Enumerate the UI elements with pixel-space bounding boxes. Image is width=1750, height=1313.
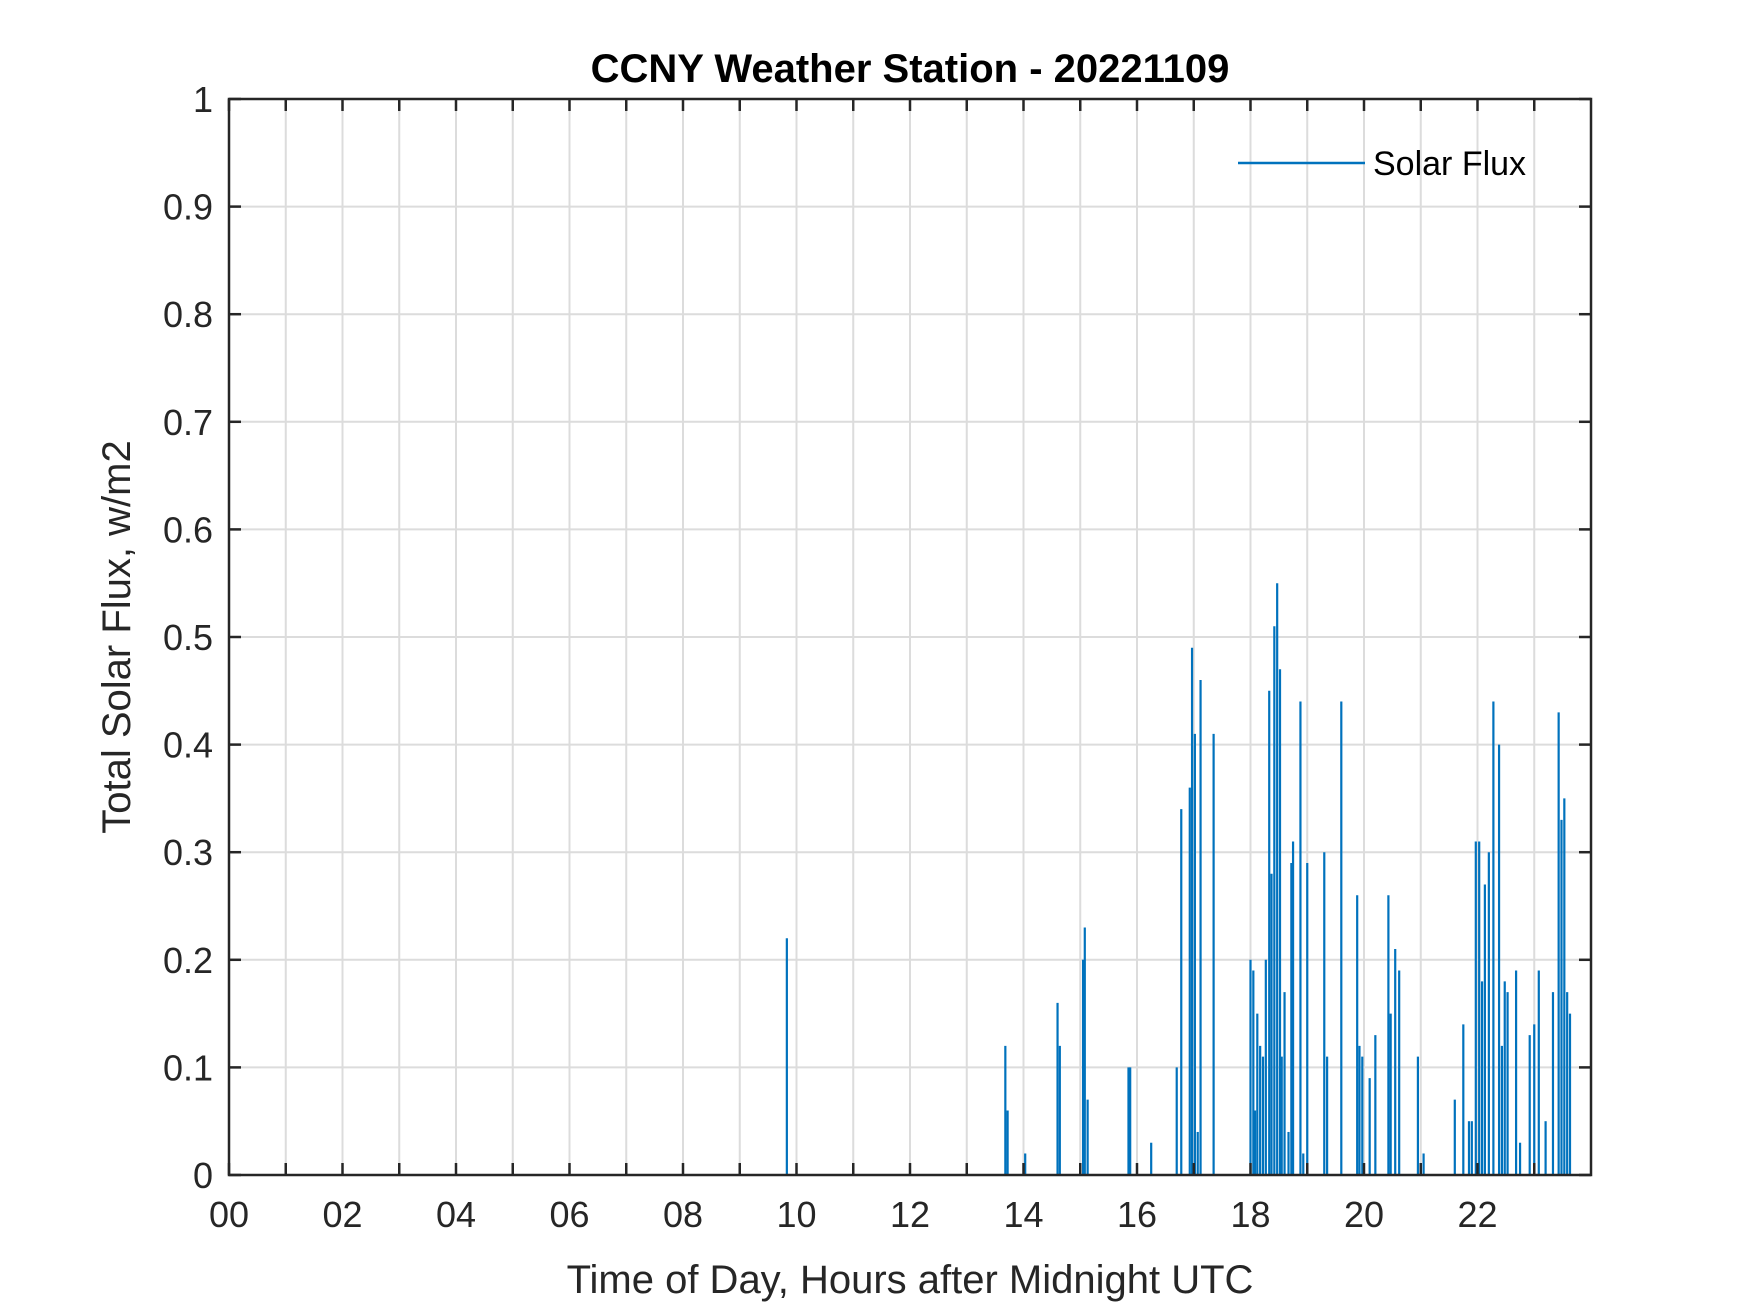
x-axis-label: Time of Day, Hours after Midnight UTC [567,1258,1254,1302]
y-tick-labels: 0 0.1 0.2 0.3 0.4 0.5 0.6 0.7 0.8 0.9 1 [163,79,213,1196]
x-tick-label: 14 [1003,1194,1043,1235]
x-tick-label: 18 [1230,1194,1270,1235]
x-tick-label: 10 [776,1194,816,1235]
data-series-solar-flux [785,583,1572,1175]
y-tick-label: 1 [193,79,213,120]
x-tick-labels: 00 02 04 06 08 10 12 14 16 18 20 22 [209,1194,1498,1235]
legend: Solar Flux [1238,145,1526,183]
legend-label-solar-flux: Solar Flux [1373,145,1526,183]
x-tick-label: 00 [209,1194,249,1235]
x-tick-label: 20 [1344,1194,1384,1235]
y-tick-label: 0.4 [163,725,213,766]
y-axis-label: Total Solar Flux, w/m2 [95,440,139,833]
x-tick-label: 08 [663,1194,703,1235]
y-tick-label: 0 [193,1155,213,1196]
y-tick-label: 0.5 [163,617,213,658]
y-tick-label: 0.1 [163,1047,213,1088]
x-tick-label: 02 [322,1194,362,1235]
grid-lines [229,99,1591,1175]
y-tick-label: 0.8 [163,294,213,335]
chart-title: CCNY Weather Station - 20221109 [591,47,1230,91]
y-tick-label: 0.3 [163,832,213,873]
y-tick-label: 0.2 [163,940,213,981]
y-tick-label: 0.6 [163,509,213,550]
x-tick-label: 04 [436,1194,476,1235]
tick-marks [227,97,1591,1177]
x-tick-label: 12 [890,1194,930,1235]
x-tick-label: 22 [1457,1194,1497,1235]
y-tick-label: 0.7 [163,402,213,443]
y-tick-label: 0.9 [163,187,213,228]
x-tick-label: 16 [1117,1194,1157,1235]
x-tick-label: 06 [549,1194,589,1235]
